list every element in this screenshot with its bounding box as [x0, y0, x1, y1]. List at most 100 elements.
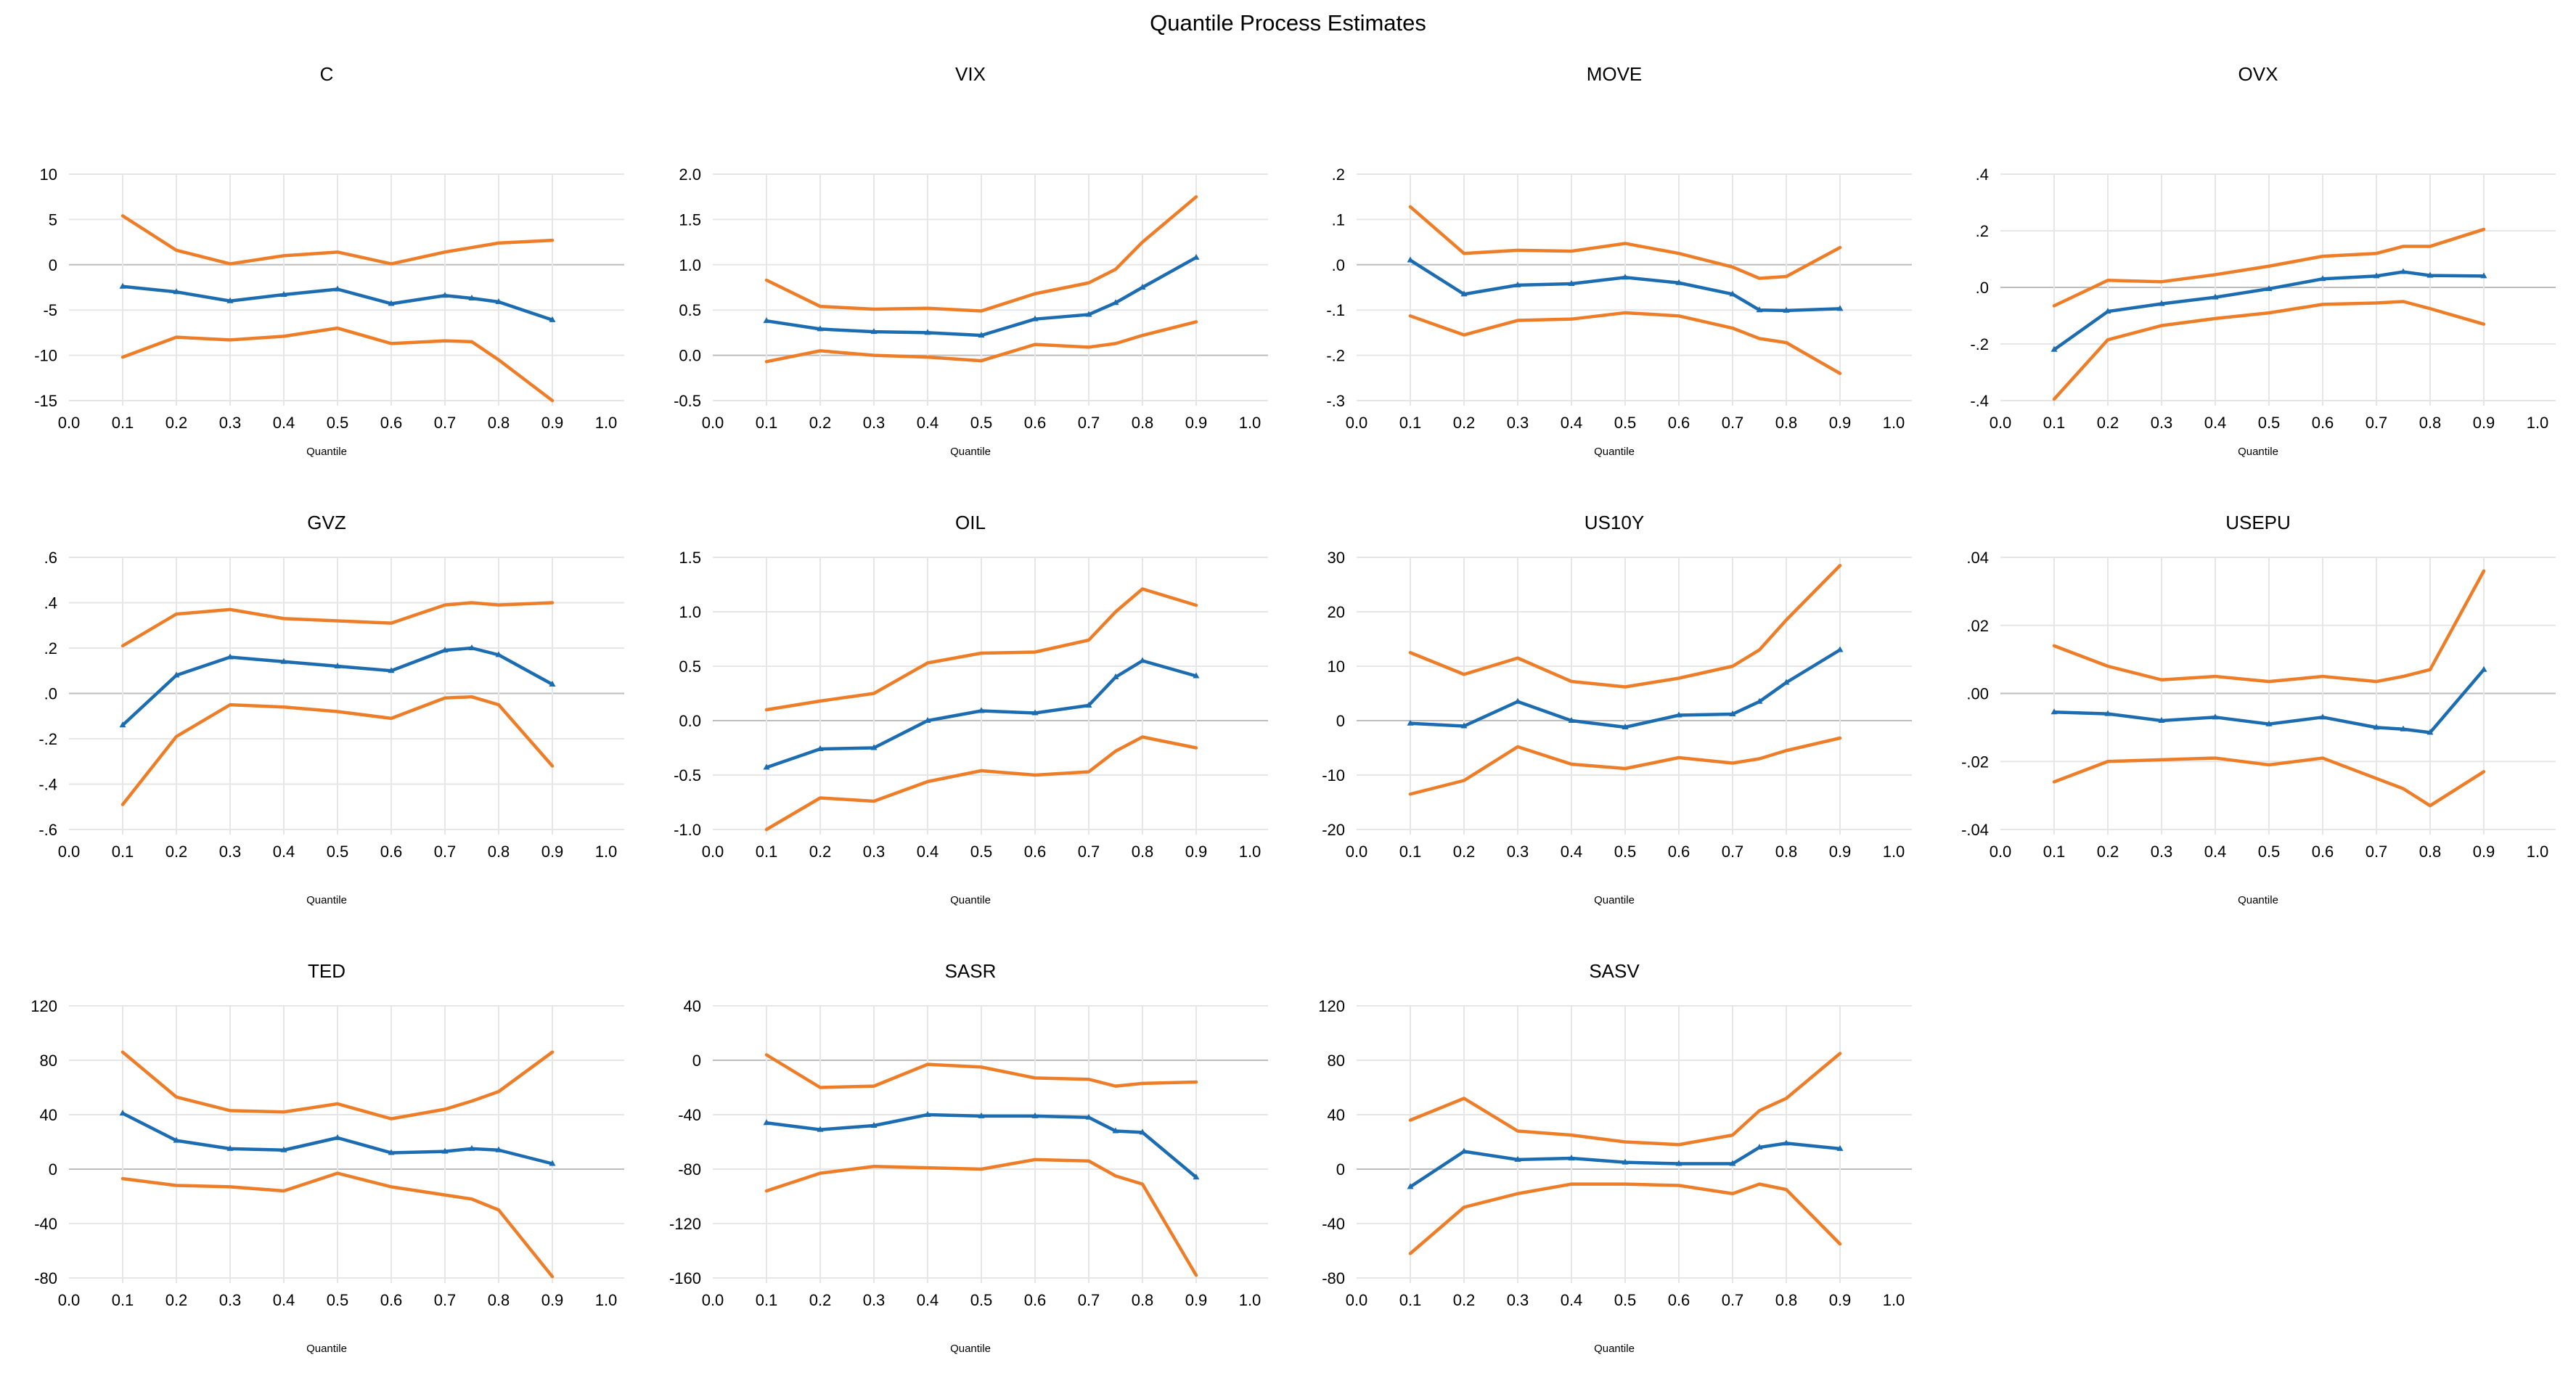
y-tick-label: 0 — [1336, 1160, 1345, 1179]
x-tick-label: 0.1 — [756, 843, 778, 861]
estimate-marker — [924, 717, 931, 723]
y-tick-label: -10 — [1322, 766, 1345, 784]
estimate-marker — [1031, 709, 1039, 716]
estimate-marker — [978, 332, 985, 338]
estimate-marker — [495, 1146, 502, 1152]
x-tick-label: 0.8 — [1132, 1291, 1154, 1309]
x-tick-label: 0.8 — [1775, 843, 1798, 861]
y-tick-label: -.1 — [1326, 301, 1345, 319]
x-tick-label: 0.5 — [2258, 414, 2281, 432]
y-tick-label: .2 — [1976, 222, 1989, 240]
estimate-marker — [1139, 1128, 1146, 1135]
empty-cell — [1931, 941, 2575, 1389]
x-tick-label: 0.4 — [917, 414, 939, 432]
chart-title: US10Y — [1584, 512, 1645, 533]
x-axis-label: Quantile — [306, 446, 347, 458]
figure-title: Quantile Process Estimates — [1150, 10, 1426, 36]
estimate-marker — [1756, 697, 1763, 704]
estimate-marker — [1112, 673, 1119, 679]
x-tick-label: 0.8 — [1132, 843, 1154, 861]
estimate-marker — [1756, 306, 1763, 313]
subplot-usepu: USEPU .04 .02 .00 -.02 -.04 0.0 0.1 0.2 0.3 0.4 0.… — [1931, 492, 2575, 941]
x-tick-label: 0.9 — [541, 1291, 564, 1309]
estimate-line — [120, 646, 555, 727]
x-tick-label: 0.6 — [1024, 1291, 1047, 1309]
x-tick-label: 0.9 — [541, 843, 564, 861]
x-tick-label: 0.9 — [1829, 1291, 1852, 1309]
x-tick-label: 0.6 — [1668, 1291, 1690, 1309]
estimate-marker — [173, 671, 180, 678]
y-tick-label: 0 — [1336, 712, 1345, 730]
estimate-marker — [2104, 710, 2111, 716]
chart-plot: .04 .02 .00 -.02 -.040.0 0.1 0.2 0.3 0.4 0.5 0.6 0.… — [1961, 550, 2556, 861]
x-axis-label: Quantile — [1594, 894, 1635, 906]
x-tick-label: 0.2 — [165, 1291, 188, 1309]
estimate-marker — [119, 1110, 126, 1116]
estimate-marker — [1622, 724, 1629, 729]
x-tick-label: 0.1 — [2043, 414, 2066, 432]
upper-ci-line — [764, 194, 1198, 313]
estimate-marker — [388, 300, 395, 306]
estimate-marker — [1729, 290, 1736, 297]
x-tick-label: 0.7 — [1078, 1291, 1100, 1309]
x-tick-label: 0.7 — [1722, 843, 1744, 861]
chart-plot: .6 .4 .2 .0 -.2 -.4 -.60.0 0.1 0.2 0.3 0.4 0.5 0.6 0.… — [38, 550, 624, 861]
x-tick-label: 0.4 — [273, 414, 295, 432]
estimate-marker — [1568, 1155, 1575, 1160]
chart-title: USEPU — [2225, 512, 2291, 533]
y-tick-label: 1.5 — [679, 210, 701, 229]
x-tick-label: 0.3 — [863, 843, 886, 861]
x-axis-label: Quantile — [950, 894, 991, 906]
x-tick-label: 0.3 — [2151, 843, 2173, 861]
x-tick-label: 0.5 — [970, 1291, 993, 1309]
estimate-marker — [1514, 697, 1521, 704]
estimate-marker — [119, 721, 126, 728]
estimate-marker — [1085, 1113, 1092, 1120]
x-tick-label: 0.6 — [380, 1291, 403, 1309]
x-axis-label: Quantile — [2238, 894, 2278, 906]
x-tick-label: 0.1 — [1399, 1291, 1422, 1309]
chart-plot: 120 80 40 0 -40 -800.0 0.1 0.2 0.3 0.4 0.5 0.6 0.7 0.… — [30, 999, 624, 1309]
estimate-marker — [1675, 1160, 1682, 1166]
chart-plot: 1.51.00.50.0-0.5-1.00.0 0.1 0.2 0.3 0.4 0.5 0.… — [674, 550, 1268, 861]
x-tick-label: 0.8 — [2419, 843, 2442, 861]
estimate-marker — [1568, 280, 1575, 287]
x-tick-label: 0.8 — [488, 843, 510, 861]
x-tick-label: 0.4 — [917, 1291, 939, 1309]
lower-ci-line — [1408, 736, 1842, 796]
x-axis-label: Quantile — [2238, 446, 2278, 458]
estimate-marker — [1675, 711, 1682, 718]
x-tick-label: 0.7 — [434, 843, 457, 861]
x-tick-label: 0.5 — [327, 1291, 349, 1309]
y-tick-label: -.6 — [38, 821, 57, 839]
x-axis-label: Quantile — [306, 1343, 347, 1355]
x-tick-label: 0.6 — [2312, 414, 2334, 432]
x-tick-label: 0.5 — [327, 414, 349, 432]
subplot-ted: TED 120 80 40 0 -40 -80 0.0 0.1 0.2 0.3 0.4 0.5 0.6 0… — [0, 941, 644, 1389]
x-tick-label: 0.1 — [112, 414, 134, 432]
estimate-marker — [1407, 719, 1414, 726]
charts-grid: C 10 5 0 -5 -10 -15 0.0 0.1 0.2 0.3 0.4 0.5 0.6 0.7 0.… — [0, 44, 2576, 1389]
y-tick-label: .00 — [1966, 685, 1989, 703]
lower-ci-line — [120, 695, 555, 806]
x-tick-label: 0.7 — [2366, 843, 2388, 861]
subplot-us10y: US10Y 30 20 10 0 -10 -20 0.0 0.1 0.2 0.3 0.4 0.5 0.6… — [1288, 492, 1931, 941]
x-tick-label: 0.0 — [58, 414, 81, 432]
x-tick-label: 0.2 — [2097, 843, 2119, 861]
estimate-line — [1408, 258, 1842, 313]
x-tick-label: 0.3 — [863, 414, 886, 432]
estimate-marker — [2319, 275, 2326, 282]
estimate-marker — [763, 1119, 770, 1126]
y-tick-label: -.02 — [1961, 753, 1989, 771]
estimate-line — [120, 284, 555, 322]
estimate-marker — [2400, 268, 2407, 274]
estimate-marker — [1514, 281, 1521, 287]
upper-ci-line — [2052, 569, 2486, 684]
y-tick-label: 1.0 — [679, 603, 701, 621]
estimate-marker — [1783, 679, 1790, 685]
y-tick-label: .04 — [1966, 550, 1989, 567]
y-tick-label: 80 — [1328, 1052, 1345, 1070]
estimate-line — [2052, 270, 2486, 352]
subplot-sasv: SASV 120 80 40 0 -40 -80 0.0 0.1 0.2 0.3 0.4 0.5 0.6… — [1288, 941, 1931, 1389]
